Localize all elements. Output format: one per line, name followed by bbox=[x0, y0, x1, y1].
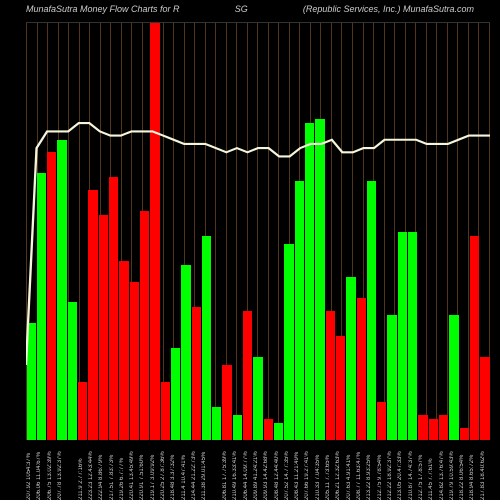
x-label: 206.21 12.32:63% bbox=[335, 440, 345, 500]
x-label: 205.11 7.73:65% bbox=[325, 440, 335, 500]
x-label: 206.44 14.09:77% bbox=[243, 440, 253, 500]
money-flow-bar bbox=[305, 123, 314, 440]
money-flow-bar bbox=[140, 211, 149, 440]
x-label: 207.52 14.77:35% bbox=[284, 440, 294, 500]
money-flow-bar bbox=[439, 415, 448, 440]
x-label: 211.38 29.01:45% bbox=[201, 440, 211, 500]
money-flow-bar bbox=[243, 311, 252, 440]
money-flow-bar bbox=[37, 173, 46, 440]
x-label: 210.49 16.33:41% bbox=[232, 440, 242, 500]
money-flow-bar bbox=[460, 428, 469, 441]
money-flow-bar bbox=[233, 415, 242, 440]
money-flow-bar bbox=[367, 181, 376, 440]
money-flow-bar bbox=[449, 315, 458, 440]
money-flow-bar bbox=[336, 336, 345, 440]
x-axis-labels: 207.92 1054:37%206.06 11.04:67%206.75 13… bbox=[26, 440, 490, 500]
money-flow-bar bbox=[387, 315, 396, 440]
x-label: 208.77 11.63:47% bbox=[356, 440, 366, 500]
title-right: (Republic Services, Inc.) MunafaSutra.co… bbox=[303, 4, 474, 14]
x-label: 208.43 11.21:49% bbox=[294, 440, 304, 500]
x-label: 210.33 7.04:35% bbox=[315, 440, 325, 500]
money-flow-bar bbox=[78, 382, 87, 440]
x-label bbox=[67, 440, 77, 500]
x-label: 217.51 7.83:73% bbox=[109, 440, 119, 500]
x-label: 214.44 21.22:73% bbox=[191, 440, 201, 500]
money-flow-bar bbox=[181, 265, 190, 440]
bars-container bbox=[26, 23, 490, 440]
title-mid: SG bbox=[235, 4, 248, 14]
money-flow-bar bbox=[150, 23, 159, 440]
x-label: 218.94 8.65:72% bbox=[469, 440, 479, 500]
money-flow-bar bbox=[408, 232, 417, 441]
x-label: 211.9 2.77:16% bbox=[78, 440, 88, 500]
money-flow-bar bbox=[119, 261, 128, 440]
money-flow-bar bbox=[284, 244, 293, 440]
x-label: 214.82 13.76:47% bbox=[439, 440, 449, 500]
x-label: 223.23 12.43:44% bbox=[88, 440, 98, 500]
money-flow-bar bbox=[161, 382, 170, 440]
money-flow-bar bbox=[47, 152, 56, 440]
x-label: 210.87 14.74:37% bbox=[408, 440, 418, 500]
money-flow-bar bbox=[274, 423, 283, 440]
money-flow-bar bbox=[429, 419, 438, 440]
x-label: 217.83 18.40:62% bbox=[480, 440, 490, 500]
x-label: 208.48 12.44:40% bbox=[274, 440, 284, 500]
x-label: 211.4 10.47:41% bbox=[181, 440, 191, 500]
money-flow-bar bbox=[357, 298, 366, 440]
x-label: 218.48 3.37:32% bbox=[170, 440, 180, 500]
money-flow-bar bbox=[377, 402, 386, 440]
x-label: 212.22 18.92:37% bbox=[387, 440, 397, 500]
x-label: 206.06 11.04:67% bbox=[36, 440, 46, 500]
x-label: 219.26 6.7:77% bbox=[119, 440, 129, 500]
money-flow-bar bbox=[27, 323, 36, 440]
x-label: 207.63 4.91:41% bbox=[346, 440, 356, 500]
money-flow-bar bbox=[109, 177, 118, 440]
money-flow-bar bbox=[295, 181, 304, 440]
money-flow-bar bbox=[418, 415, 427, 440]
x-label: 213.05 20.47:33% bbox=[397, 440, 407, 500]
money-flow-bar bbox=[171, 348, 180, 440]
money-flow-bar bbox=[253, 357, 262, 440]
money-flow-bar bbox=[68, 302, 77, 440]
x-label: 212.75 17.8:57% bbox=[418, 440, 428, 500]
x-label: 222.94 8.86:79% bbox=[98, 440, 108, 500]
x-label: 206.81 17.75:39% bbox=[222, 440, 232, 500]
money-flow-bar bbox=[326, 311, 335, 440]
x-label: 220.91 7.51:60% bbox=[139, 440, 149, 500]
money-flow-bar bbox=[192, 307, 201, 440]
money-flow-bar bbox=[202, 236, 211, 440]
x-label: 220.41 13.45:49% bbox=[129, 440, 139, 500]
money-flow-bar bbox=[88, 190, 97, 440]
money-flow-bar bbox=[480, 357, 489, 440]
x-label: 207.78 13.92:37% bbox=[57, 440, 67, 500]
title-left: MunafaSutra Money Flow Charts for R bbox=[26, 4, 180, 14]
money-flow-bar bbox=[398, 232, 407, 441]
money-flow-bar bbox=[222, 365, 231, 440]
x-label bbox=[212, 440, 222, 500]
x-label: 206.75 13.02:39% bbox=[47, 440, 57, 500]
money-flow-bar bbox=[57, 140, 66, 440]
money-flow-bar bbox=[264, 419, 273, 440]
x-label: 219.17 3.09:92% bbox=[150, 440, 160, 500]
x-label: 212.75 9.78:54% bbox=[377, 440, 387, 500]
x-label: 207.92 1054:37% bbox=[26, 440, 36, 500]
x-label: 219.79 10.59:43% bbox=[449, 440, 459, 500]
chart-header: MunafaSutra Money Flow Charts for R SG (… bbox=[0, 4, 500, 14]
x-label: 209.93 14.42:68% bbox=[263, 440, 273, 500]
x-label: 209.89 41.24:21% bbox=[253, 440, 263, 500]
money-flow-bar bbox=[346, 277, 355, 440]
money-flow-bar bbox=[212, 407, 221, 440]
money-flow-bar bbox=[130, 282, 139, 440]
x-label: 218.22 8.06:54% bbox=[459, 440, 469, 500]
x-label: 211.45 7.7:61% bbox=[428, 440, 438, 500]
x-label: 213.22 8.93:25% bbox=[366, 440, 376, 500]
money-flow-bar bbox=[315, 119, 324, 440]
x-label: 220.25 27.87:36% bbox=[160, 440, 170, 500]
money-flow-bar bbox=[470, 236, 479, 440]
x-label: 207.66 19.27:41% bbox=[304, 440, 314, 500]
chart-area bbox=[26, 22, 490, 440]
money-flow-bar bbox=[99, 215, 108, 440]
